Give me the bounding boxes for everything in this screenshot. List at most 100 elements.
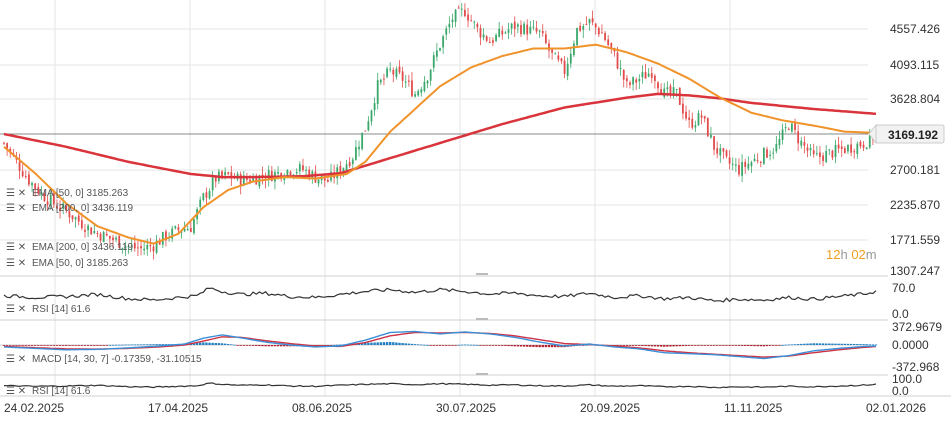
macd-hist-bar	[803, 343, 806, 345]
time-tick: 17.04.2025	[148, 401, 208, 415]
last-price-tag: 3169.192	[868, 123, 945, 145]
candle-body	[133, 242, 136, 249]
legend-icons[interactable]: ☰ ✕	[6, 386, 26, 397]
legend-icons[interactable]: ☰ ✕	[6, 354, 26, 365]
candle-body	[588, 19, 591, 24]
candle-body	[283, 177, 286, 181]
macd-hist-bar	[77, 345, 80, 346]
macd-hist-bar	[781, 345, 784, 346]
legend-icons[interactable]: ☰ ✕	[6, 304, 26, 315]
macd-hist-bar	[659, 345, 663, 347]
candle-body	[99, 233, 102, 241]
candle-body	[675, 89, 678, 91]
macd-hist-bar	[772, 345, 775, 346]
macd-hist-bar	[102, 345, 105, 346]
macd-hist-bar	[631, 345, 635, 346]
candle-body	[43, 193, 46, 202]
candle-body	[414, 94, 416, 97]
macd-hist-bar	[684, 345, 688, 346]
panel-resize-handles[interactable]	[476, 273, 488, 375]
macd-hist-bar	[139, 344, 143, 346]
price-tick: 1771.559	[890, 233, 940, 247]
main-legend[interactable]: ☰ ✕ EMA [50, 0] 3185.263 ☰ ✕ EMA [200, 0…	[6, 188, 133, 269]
macd-hist-bar	[635, 345, 638, 346]
macd-hist-bar	[706, 345, 710, 346]
panel-separators[interactable]	[0, 275, 951, 397]
candle-body	[364, 130, 367, 132]
time-tick: 02.01.2026	[866, 401, 926, 415]
macd-hist-bar	[778, 345, 781, 346]
legend-entry-2[interactable]: ☰ ✕ EMA [200, 0] 3436.119	[6, 203, 133, 214]
candle-body	[227, 172, 230, 175]
macd-hist-bar	[441, 345, 445, 346]
candle-body	[31, 182, 33, 186]
macd-legend[interactable]: ☰ ✕ MACD [14, 30, 7] -0.17359, -31.10515	[6, 354, 202, 365]
candle-body	[716, 148, 719, 154]
rsi2-tick: 100.0	[892, 372, 922, 386]
legend-entry-1[interactable]: ☰ ✕ EMA [50, 0] 3185.263	[6, 188, 129, 199]
macd-hist-bar	[497, 345, 501, 346]
candle-body	[451, 19, 454, 23]
candle-body	[401, 71, 404, 81]
macd-hist-bar	[146, 344, 149, 346]
macd-hist-bar	[719, 345, 722, 346]
price-tick: 2700.181	[890, 163, 940, 177]
macd-hist-bar	[638, 345, 641, 346]
candle-body	[741, 162, 743, 176]
candle-body	[267, 170, 270, 179]
macd-hist-bar	[744, 345, 747, 346]
candle-body	[183, 229, 186, 232]
legend-icons[interactable]: ☰ ✕	[6, 188, 26, 199]
candle-body	[516, 24, 519, 27]
candle-body	[566, 63, 569, 77]
macd-hist-bar	[865, 344, 868, 346]
macd-hist-bar	[248, 345, 252, 346]
macd-hist-bar	[214, 342, 217, 345]
candle-body	[488, 41, 491, 43]
candle-body	[791, 123, 793, 132]
macd-hist-bar	[392, 342, 395, 345]
macd-hist-bar	[522, 345, 526, 347]
candle-body	[859, 141, 862, 147]
macd-hist-bar	[793, 344, 797, 346]
candle-body	[523, 23, 525, 34]
candle-body	[495, 34, 497, 42]
legend-icons[interactable]: ☰ ✕	[6, 203, 26, 214]
legend-icons[interactable]: ☰ ✕	[6, 258, 26, 269]
candle-body	[697, 113, 700, 126]
candle-body	[660, 89, 663, 95]
macd-hist-bar	[812, 343, 815, 345]
macd-hist-bar	[2, 345, 6, 346]
macd-hist-bar	[544, 345, 548, 348]
time-axis[interactable]: 24.02.2025 17.04.2025 08.06.2025 30.07.2…	[4, 401, 926, 415]
macd-hist-bar	[874, 344, 878, 346]
candle-body	[59, 207, 61, 211]
candle-body	[812, 150, 815, 155]
legend-entry-3[interactable]: ☰ ✕ EMA [200, 0] 3436.119	[6, 242, 133, 253]
price-axis[interactable]: 4557.426 4093.115 3628.804 2700.181 2235…	[890, 22, 940, 278]
macd-hist-bar	[251, 345, 255, 346]
candle-body	[750, 162, 753, 167]
legend-entry-4[interactable]: ☰ ✕ EMA [50, 0] 3185.263	[6, 258, 129, 269]
candle-body	[108, 235, 111, 239]
macd-hist-bar	[164, 344, 168, 345]
candle-body	[102, 232, 105, 243]
macd-hist-bar	[398, 342, 401, 345]
candle-body	[202, 193, 205, 200]
legend-icons[interactable]: ☰ ✕	[6, 242, 26, 253]
macd-hist-bar	[233, 344, 236, 346]
candle-body	[815, 153, 818, 155]
rsi-legend[interactable]: ☰ ✕ RSI [14] 61.6	[6, 304, 91, 315]
candle-body	[118, 235, 121, 248]
candle-body	[411, 80, 413, 97]
macd-hist-bar	[264, 345, 267, 347]
macd-hist-bar	[136, 344, 140, 346]
candle-body	[638, 79, 641, 82]
rsi2-legend[interactable]: ☰ ✕ RSI [14] 61.6	[6, 386, 91, 397]
macd-hist-bar	[712, 345, 716, 346]
macd-hist-bar	[824, 343, 828, 345]
candle-body	[803, 142, 806, 146]
macd-hist-bar	[715, 345, 719, 346]
candle-body	[317, 179, 320, 184]
